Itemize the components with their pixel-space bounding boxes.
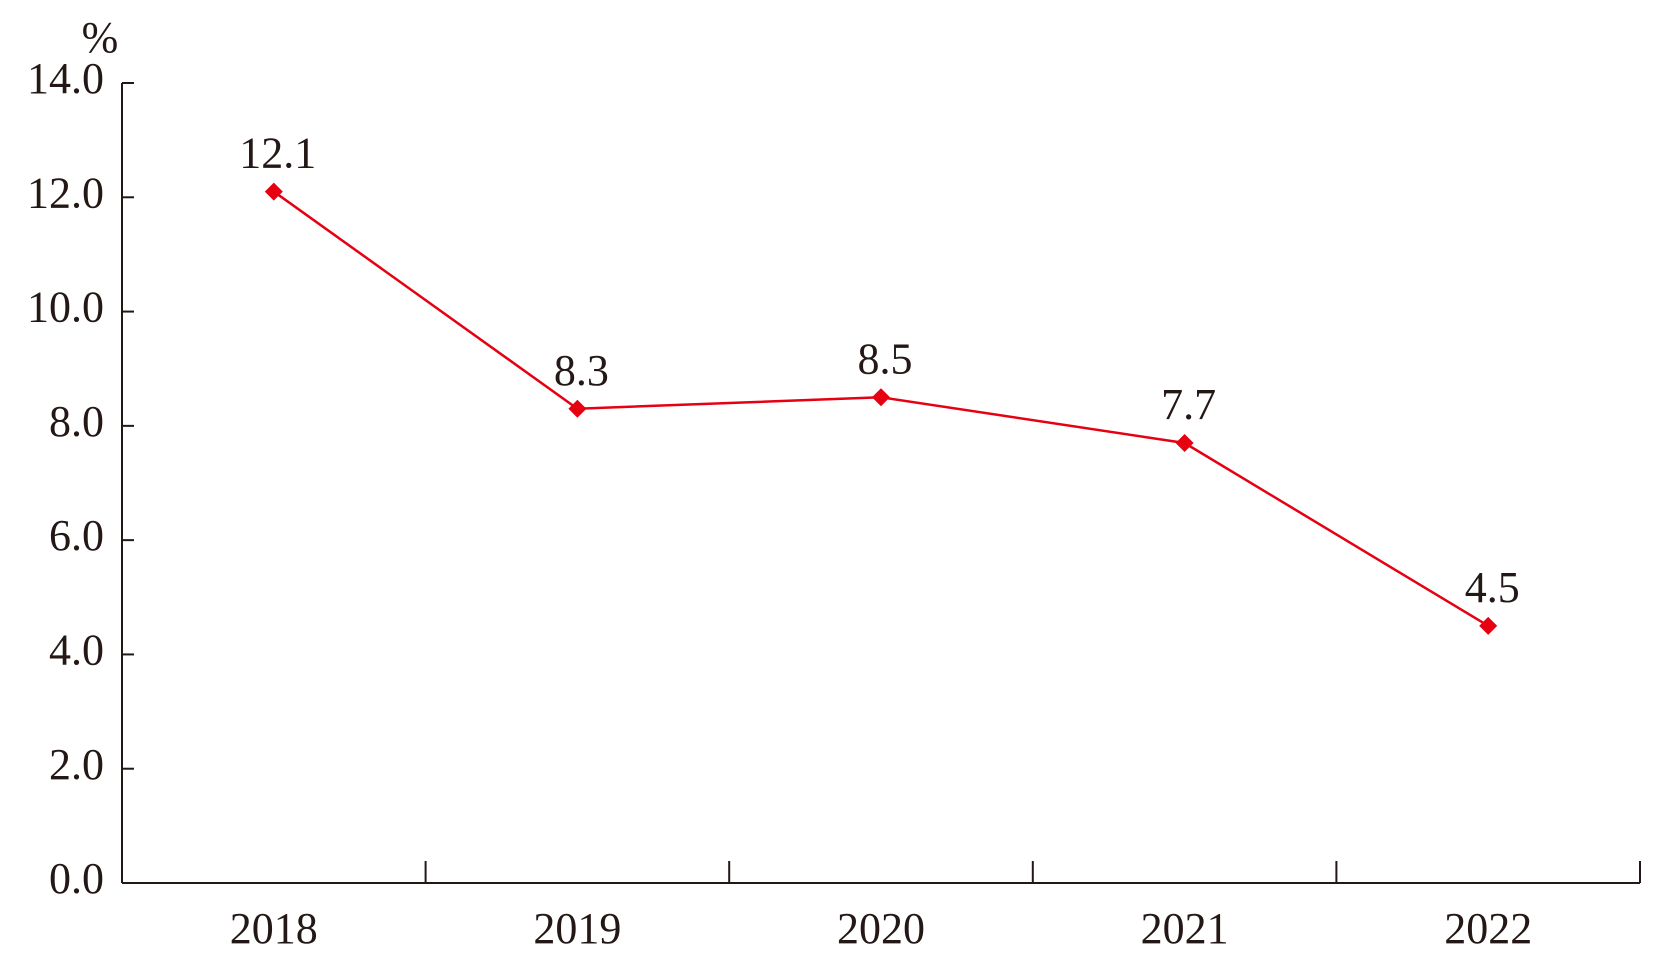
data-label: 8.3 [554,346,609,395]
y-tick-label: 8.0 [49,397,104,446]
data-label: 12.1 [239,129,316,178]
x-tick-label: 2021 [1141,904,1229,953]
data-point [568,399,587,418]
data-label: 8.5 [858,334,913,383]
data-point [872,388,890,407]
y-tick-label: 10.0 [27,283,104,332]
x-tick-label: 2022 [1444,904,1532,953]
data-point [1479,616,1498,635]
y-tick-label: 0.0 [49,854,104,903]
x-tick-label: 2019 [533,904,621,953]
data-label: 7.7 [1161,380,1216,429]
data-line [273,190,1489,627]
y-tick-label: 2.0 [49,740,104,789]
data-point [1175,434,1194,452]
x-tick-label: 2020 [837,904,925,953]
data-point [264,182,283,201]
y-tick-label: 12.0 [27,168,104,217]
y-tick-label: 14.0 [27,54,104,103]
y-tick-label: 6.0 [49,511,104,560]
x-tick-label: 2018 [230,904,318,953]
y-tick-label: 4.0 [49,626,104,675]
data-label: 4.5 [1465,563,1520,612]
y-axis-label: % [82,13,119,62]
